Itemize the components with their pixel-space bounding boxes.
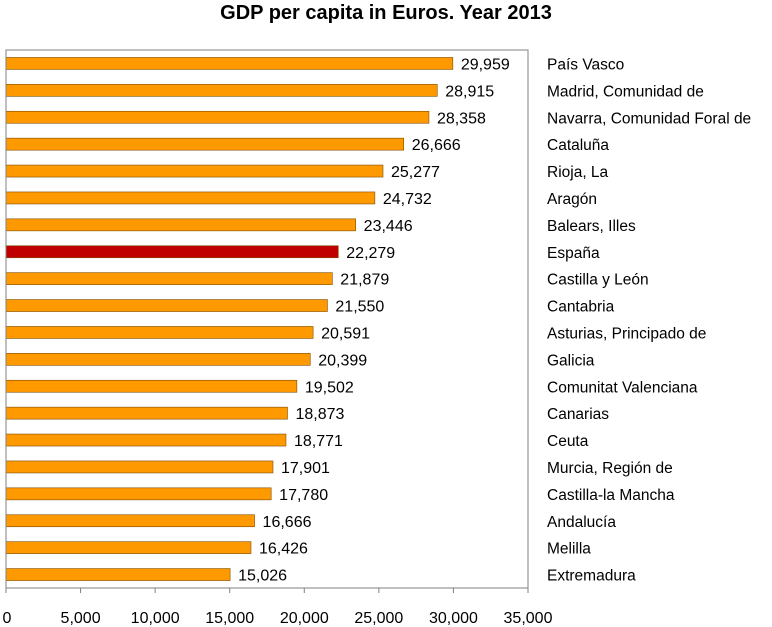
value-label: 22,279 [346, 245, 395, 262]
category-label: Cataluña [547, 137, 609, 154]
bar-extremadura [5, 568, 231, 581]
bar-rioja-la [5, 164, 384, 178]
x-tick-label: 0 [3, 610, 12, 627]
value-label: 26,666 [412, 137, 461, 154]
bar-asturias-principado-de [5, 326, 314, 339]
category-label: Comunitat Valenciana [547, 379, 698, 396]
value-label: 25,277 [391, 164, 440, 181]
x-tick-label: 5,000 [61, 610, 101, 627]
bar-navarra-comunidad-foral-de [5, 110, 430, 124]
category-label: Extremadura [547, 568, 636, 585]
value-label: 21,879 [340, 272, 389, 289]
value-label: 17,780 [279, 487, 328, 504]
bar-aragón [5, 191, 376, 205]
bar-país-vasco [5, 57, 454, 70]
bar-cataluña [5, 137, 405, 151]
bar-andalucía [5, 514, 255, 528]
x-tick-label: 15,000 [205, 610, 254, 627]
x-tick-label: 35,000 [504, 610, 553, 627]
x-tick-label: 25,000 [354, 610, 403, 627]
bar-madrid-comunidad-de [5, 84, 438, 97]
category-label: País Vasco [547, 56, 624, 73]
category-label: Andalucía [547, 514, 616, 531]
value-label: 20,591 [321, 325, 370, 342]
category-label: Balears, Illes [547, 218, 636, 235]
bar-cantabria [5, 299, 328, 312]
category-label: Castilla y León [547, 272, 649, 289]
x-tick-label: 30,000 [429, 610, 478, 627]
bar-comunitat-valenciana [5, 379, 298, 393]
value-label: 21,550 [335, 299, 384, 316]
bar-galicia [5, 353, 311, 366]
value-label: 20,399 [318, 352, 367, 369]
plot-frame [5, 49, 529, 589]
chart-title: GDP per capita in Euros. Year 2013 [220, 2, 552, 24]
category-label: Cantabria [547, 299, 615, 316]
value-label: 19,502 [305, 379, 354, 396]
category-label: Ceuta [547, 433, 589, 450]
category-label: Castilla-la Mancha [547, 487, 675, 504]
value-label: 18,873 [295, 406, 344, 423]
category-label: Galicia [547, 352, 595, 369]
x-tick-label: 20,000 [280, 610, 329, 627]
value-label: 16,426 [259, 541, 308, 558]
category-label: Navarra, Comunidad Foral de [547, 110, 751, 127]
value-label: 16,666 [263, 514, 312, 531]
category-label: Murcia, Región de [547, 460, 673, 477]
category-label: Canarias [547, 406, 609, 423]
value-label: 28,915 [445, 83, 494, 100]
category-label: Aragón [547, 191, 597, 208]
category-label: Rioja, La [547, 164, 609, 181]
bar-canarias [5, 406, 288, 420]
value-label: 17,901 [281, 460, 330, 477]
value-label: 23,446 [364, 218, 413, 235]
bar-castilla-y-león [5, 272, 333, 285]
value-label: 28,358 [437, 110, 486, 127]
bar-ceuta [5, 433, 287, 447]
bar-melilla [5, 541, 252, 554]
x-tick-label: 10,000 [131, 610, 180, 627]
bar-españa [5, 245, 339, 259]
value-label: 18,771 [294, 433, 343, 450]
bar-castilla-la-mancha [5, 487, 272, 501]
bar-murcia-región-de [5, 460, 274, 474]
category-label: Madrid, Comunidad de [547, 83, 704, 100]
category-label: Asturias, Principado de [547, 325, 706, 342]
category-label: España [547, 245, 600, 262]
category-label: Melilla [547, 541, 591, 558]
value-label: 15,026 [238, 568, 287, 585]
value-label: 24,732 [383, 191, 432, 208]
value-label: 29,959 [461, 56, 510, 73]
bar-balears-illes [5, 218, 356, 232]
